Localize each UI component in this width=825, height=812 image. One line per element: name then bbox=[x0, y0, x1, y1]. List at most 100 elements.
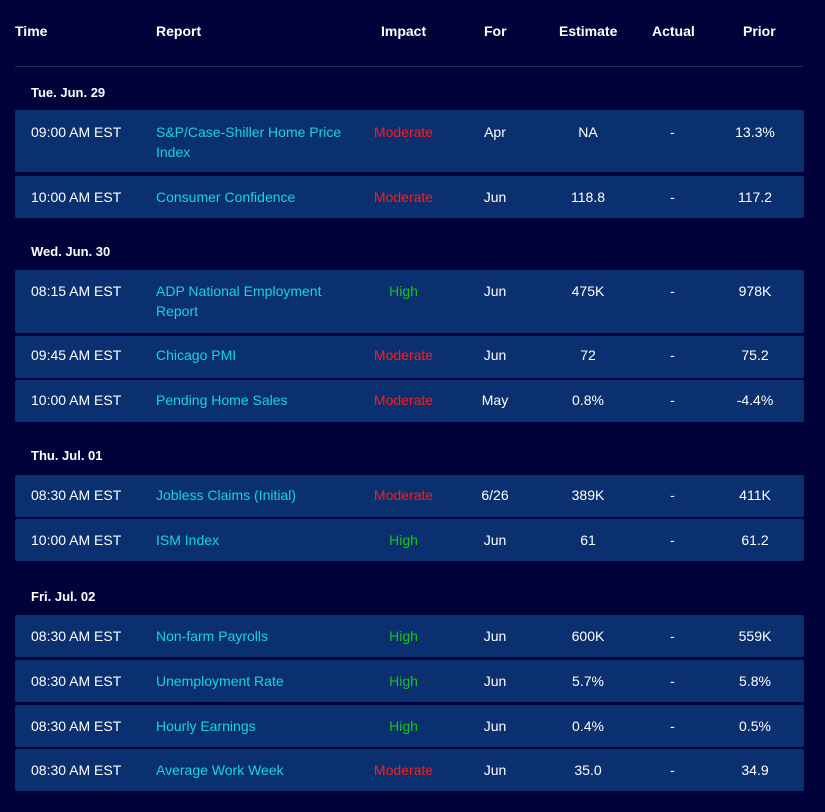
row-time: 09:00 AM EST bbox=[31, 124, 122, 140]
column-header-impact: Impact bbox=[381, 23, 427, 39]
day-label-wed-jun-30: Wed. Jun. 30 bbox=[31, 244, 111, 259]
row-estimate: 35.0 bbox=[574, 762, 602, 778]
row-actual: - bbox=[670, 124, 675, 140]
row-for: Jun bbox=[483, 189, 507, 205]
row-actual: - bbox=[670, 347, 675, 363]
row-estimate: 600K bbox=[571, 628, 605, 644]
column-header-time: Time bbox=[15, 23, 48, 39]
table-row[interactable]: 09:00 AM EST S&P/Case-Shiller Home Price… bbox=[15, 110, 804, 172]
column-header-report: Report bbox=[156, 23, 202, 39]
row-prior: 75.2 bbox=[741, 347, 769, 363]
row-time: 08:30 AM EST bbox=[31, 762, 122, 778]
row-report: ISM Index bbox=[156, 532, 220, 548]
table-row[interactable]: 08:30 AM EST Unemployment Rate High Jun … bbox=[15, 660, 804, 702]
row-actual: - bbox=[670, 532, 675, 548]
column-header-actual: Actual bbox=[652, 23, 695, 39]
row-impact: High bbox=[389, 718, 418, 734]
row-report: Average Work Week bbox=[156, 762, 284, 778]
row-prior: 34.9 bbox=[741, 762, 769, 778]
row-time: 10:00 AM EST bbox=[31, 532, 122, 548]
row-impact: Moderate bbox=[373, 392, 434, 408]
row-time: 09:45 AM EST bbox=[31, 347, 122, 363]
table-row[interactable]: 08:30 AM EST Jobless Claims (Initial) Mo… bbox=[15, 475, 804, 517]
row-for: Jun bbox=[483, 673, 507, 689]
row-estimate: 0.8% bbox=[572, 392, 604, 408]
row-estimate: 72 bbox=[580, 347, 596, 363]
row-for: Jun bbox=[483, 532, 507, 548]
row-actual: - bbox=[670, 487, 675, 503]
row-time: 08:30 AM EST bbox=[31, 628, 122, 644]
row-for: 6/26 bbox=[481, 487, 509, 503]
row-prior: 0.5% bbox=[739, 718, 771, 734]
row-actual: - bbox=[670, 628, 675, 644]
table-row[interactable]: 08:30 AM EST Hourly Earnings High Jun 0.… bbox=[15, 705, 804, 747]
row-for: Jun bbox=[483, 283, 507, 299]
row-prior: 117.2 bbox=[738, 189, 772, 205]
row-time: 08:30 AM EST bbox=[31, 718, 122, 734]
column-header-for: For bbox=[484, 23, 507, 39]
table-row[interactable]: 10:00 AM EST Pending Home Sales Moderate… bbox=[15, 380, 804, 422]
day-label-fri-jul-02: Fri. Jul. 02 bbox=[31, 589, 96, 604]
table-header: Time Report Impact For Estimate Actual P… bbox=[0, 0, 825, 64]
row-report: ADP National Employment Report bbox=[156, 283, 322, 319]
row-estimate: 61 bbox=[580, 532, 596, 548]
row-for: Jun bbox=[483, 347, 507, 363]
row-estimate: 118.8 bbox=[571, 189, 605, 205]
row-for: Jun bbox=[483, 762, 507, 778]
row-estimate: 475K bbox=[571, 283, 605, 299]
row-impact: High bbox=[389, 532, 418, 548]
table-row[interactable]: 08:15 AM EST ADP National Employment Rep… bbox=[15, 270, 804, 333]
row-report: Unemployment Rate bbox=[156, 673, 284, 689]
row-for: Apr bbox=[484, 124, 506, 140]
table-row[interactable]: 08:30 AM EST Non-farm Payrolls High Jun … bbox=[15, 615, 804, 657]
row-prior: 559K bbox=[738, 628, 772, 644]
row-report: Pending Home Sales bbox=[156, 392, 288, 408]
row-prior: 411K bbox=[739, 487, 771, 503]
row-report: Jobless Claims (Initial) bbox=[156, 487, 297, 503]
row-prior: 13.3% bbox=[735, 124, 775, 140]
row-time: 08:30 AM EST bbox=[31, 673, 122, 689]
table-row[interactable]: 08:30 AM EST Average Work Week Moderate … bbox=[15, 749, 804, 791]
row-estimate: 389K bbox=[571, 487, 605, 503]
row-for: May bbox=[481, 392, 509, 408]
row-for: Jun bbox=[483, 628, 507, 644]
row-actual: - bbox=[670, 762, 675, 778]
row-impact: High bbox=[389, 283, 418, 299]
row-time: 10:00 AM EST bbox=[31, 392, 122, 408]
row-impact: Moderate bbox=[373, 124, 434, 140]
row-impact: High bbox=[389, 673, 418, 689]
row-impact: High bbox=[389, 628, 418, 644]
row-prior: 978K bbox=[738, 283, 772, 299]
row-report: S&P/Case-Shiller Home Price Index bbox=[156, 124, 342, 160]
row-for: Jun bbox=[483, 718, 507, 734]
table-row[interactable]: 09:45 AM EST Chicago PMI Moderate Jun 72… bbox=[15, 336, 804, 378]
row-prior: 61.2 bbox=[741, 532, 769, 548]
column-header-prior: Prior bbox=[743, 23, 776, 39]
row-report: Consumer Confidence bbox=[156, 189, 296, 205]
row-impact: Moderate bbox=[373, 487, 434, 503]
row-estimate: 5.7% bbox=[572, 673, 604, 689]
row-actual: - bbox=[670, 673, 675, 689]
row-actual: - bbox=[670, 718, 675, 734]
row-prior: -4.4% bbox=[736, 392, 774, 408]
row-actual: - bbox=[670, 189, 675, 205]
day-label-thu-jul-01: Thu. Jul. 01 bbox=[31, 448, 103, 463]
row-estimate: 0.4% bbox=[572, 718, 604, 734]
row-report: Non-farm Payrolls bbox=[156, 628, 269, 644]
row-estimate: NA bbox=[578, 124, 598, 140]
row-actual: - bbox=[670, 283, 675, 299]
table-row[interactable]: 10:00 AM EST ISM Index High Jun 61 - 61.… bbox=[15, 519, 804, 561]
row-time: 08:30 AM EST bbox=[31, 487, 122, 503]
row-report: Hourly Earnings bbox=[156, 718, 256, 734]
row-time: 10:00 AM EST bbox=[31, 189, 122, 205]
table-row[interactable]: 10:00 AM EST Consumer Confidence Moderat… bbox=[15, 176, 804, 218]
row-impact: Moderate bbox=[373, 189, 434, 205]
column-header-estimate: Estimate bbox=[559, 23, 618, 39]
row-time: 08:15 AM EST bbox=[31, 283, 122, 299]
header-divider bbox=[15, 66, 803, 67]
row-actual: - bbox=[670, 392, 675, 408]
row-impact: Moderate bbox=[373, 762, 434, 778]
row-impact: Moderate bbox=[373, 347, 434, 363]
row-report: Chicago PMI bbox=[156, 347, 237, 363]
